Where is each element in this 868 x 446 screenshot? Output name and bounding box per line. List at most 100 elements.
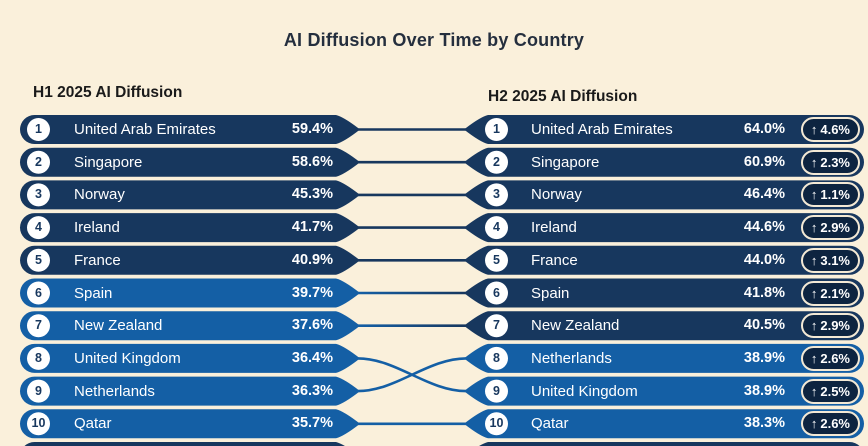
change-value: 2.6% <box>820 350 850 366</box>
change-value: 2.9% <box>820 220 850 236</box>
h2-rank-pill <box>464 409 864 439</box>
h2-rank-circle <box>485 412 508 436</box>
change-badge: ↑ 4.6% <box>800 117 860 142</box>
change-value: 4.6% <box>820 122 850 137</box>
h1-rank-number: 5 <box>35 252 42 267</box>
h2-value-label: 44.0% <box>743 251 785 268</box>
h1-rank-pill <box>20 245 361 275</box>
h1-rank-number: 2 <box>35 154 42 169</box>
up-arrow-icon: ↑ <box>810 122 818 137</box>
h1-rank-number: 9 <box>35 383 42 398</box>
change-badge: ↑ 2.5% <box>800 378 860 404</box>
h2-rank-number: 10 <box>489 416 504 431</box>
h1-country-label: United Kingdom <box>74 349 181 367</box>
h2-value-label: 46.4% <box>743 186 785 203</box>
h1-value-label: 59.4% <box>291 121 333 137</box>
h2-country-label: Norway <box>531 186 582 204</box>
change-value: 2.9% <box>820 318 850 334</box>
h1-rank-number: 10 <box>31 416 46 431</box>
h1-country-label: Spain <box>74 284 113 302</box>
change-value: 2.1% <box>820 285 850 301</box>
h2-rank-number: 5 <box>493 252 500 267</box>
h2-value-label: 38.3% <box>743 415 785 432</box>
h2-rank-pill <box>464 278 864 308</box>
change-badge: ↑ 2.9% <box>800 215 860 241</box>
column-header-h1: H1 2025 AI Diffusion <box>33 84 183 101</box>
h1-rank-circle <box>27 216 50 240</box>
h1-value-label: 39.7% <box>291 284 333 301</box>
h2-rank-number: 4 <box>493 220 500 235</box>
page-title: AI Diffusion Over Time by Country <box>283 30 585 50</box>
change-value: 2.3% <box>820 154 850 170</box>
up-arrow-icon: ↑ <box>810 416 818 432</box>
up-arrow-icon: ↑ <box>810 350 818 366</box>
h1-rank-pill <box>20 278 360 308</box>
h2-rank-pill <box>464 147 864 177</box>
change-badge: ↑ 2.6% <box>800 411 860 437</box>
h2-value-label: 38.9% <box>743 382 785 399</box>
h1-rank-circle <box>27 281 50 305</box>
change-badge: ↑ 2.1% <box>800 280 860 306</box>
h1-rank-pill <box>20 147 360 177</box>
h2-country-label: New Zealand <box>531 317 620 335</box>
h1-rank-circle <box>27 150 50 174</box>
change-value: 1.1% <box>820 187 850 203</box>
h1-rank-circle <box>27 118 50 141</box>
h1-value-label: 35.7% <box>291 415 333 432</box>
h2-country-label: Spain <box>531 284 570 302</box>
h2-rank-pill <box>464 213 864 243</box>
up-arrow-icon: ↑ <box>810 187 818 203</box>
h2-country-label: France <box>531 251 578 269</box>
h1-country-label: Norway <box>74 186 125 204</box>
h1-value-label: 41.7% <box>291 219 333 236</box>
h1-value-label: 36.3% <box>291 382 333 399</box>
partial-next-rank-pill <box>479 442 860 446</box>
h2-value-label: 60.9% <box>743 153 785 170</box>
h1-rank-circle <box>27 346 50 370</box>
h1-rank-number: 6 <box>35 285 42 300</box>
h1-value-label: 37.6% <box>291 317 333 334</box>
h2-rank-pill <box>464 180 864 210</box>
h1-rank-pill <box>20 343 360 373</box>
h1-country-label: France <box>74 251 121 269</box>
up-arrow-icon: ↑ <box>810 154 818 170</box>
h2-value-label: 44.6% <box>743 219 785 236</box>
h2-rank-pill <box>464 343 864 373</box>
h1-country-label: United Arab Emirates <box>74 121 216 138</box>
up-arrow-icon: ↑ <box>810 318 818 334</box>
h1-value-label: 58.6% <box>291 153 333 170</box>
h2-rank-number: 9 <box>493 383 500 398</box>
h2-country-label: United Kingdom <box>531 382 638 400</box>
h1-country-label: Ireland <box>74 219 120 237</box>
h2-rank-circle <box>485 248 508 272</box>
h2-value-label: 38.9% <box>743 349 785 366</box>
h1-rank-pill <box>20 409 360 439</box>
h2-rank-number: 8 <box>493 350 500 365</box>
h2-rank-circle <box>485 150 508 174</box>
h2-rank-pill <box>464 376 864 406</box>
h1-rank-number: 7 <box>35 318 42 333</box>
h1-rank-circle <box>27 248 50 272</box>
h2-rank-circle <box>485 118 508 141</box>
change-badge: ↑ 3.1% <box>800 247 860 273</box>
h2-country-label: Singapore <box>531 153 600 171</box>
h2-rank-pill <box>464 245 864 275</box>
h1-rank-number: 1 <box>35 122 42 136</box>
h1-country-label: Qatar <box>74 415 112 433</box>
column-header-h2: H2 2025 AI Diffusion <box>488 88 638 105</box>
h2-rank-circle <box>485 216 508 240</box>
change-badge: ↑ 2.6% <box>800 345 860 371</box>
partial-next-rank-pill <box>24 442 345 446</box>
h2-country-label: Qatar <box>531 415 569 433</box>
h2-rank-circle <box>485 346 508 370</box>
h1-rank-pill <box>20 115 361 144</box>
h2-rank-circle <box>485 183 508 207</box>
h1-value-label: 45.3% <box>291 186 333 203</box>
h1-rank-circle <box>27 412 50 436</box>
change-value: 3.1% <box>820 252 850 268</box>
h1-rank-circle <box>27 183 50 207</box>
h1-rank-number: 3 <box>35 187 42 202</box>
change-badge: ↑ 1.1% <box>800 182 860 208</box>
